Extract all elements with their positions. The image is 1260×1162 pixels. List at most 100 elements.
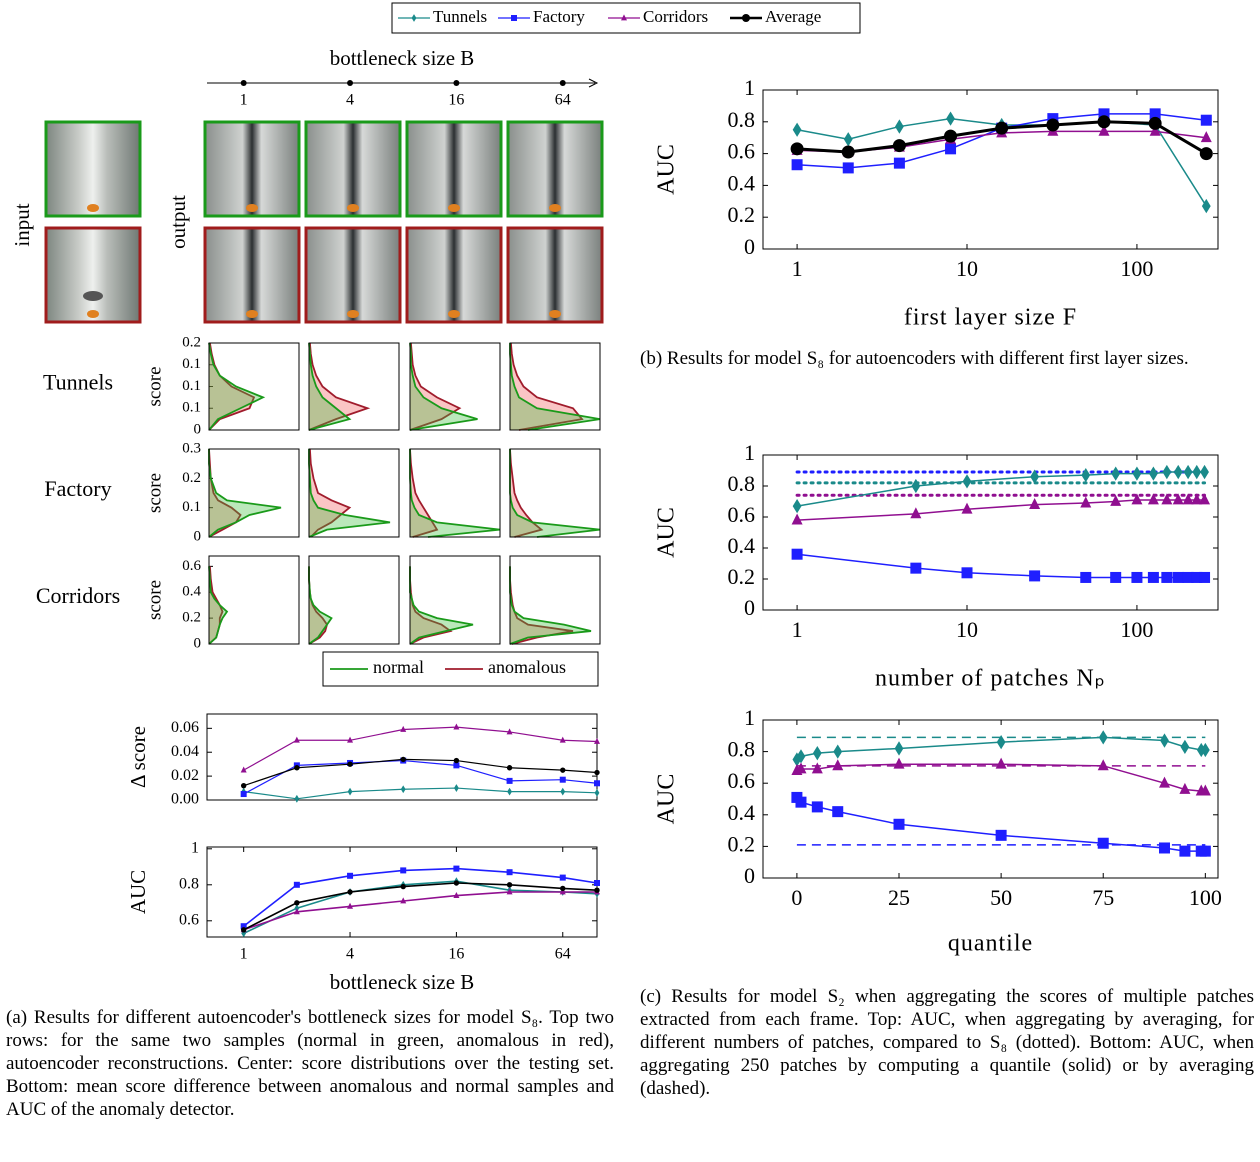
density-line bbox=[208, 342, 266, 431]
marker bbox=[400, 756, 406, 763]
marker bbox=[1183, 464, 1193, 480]
marker bbox=[1199, 845, 1211, 857]
series-line bbox=[243, 867, 598, 927]
y-tick-label: 1 bbox=[191, 839, 199, 856]
marker bbox=[1199, 493, 1211, 505]
marker bbox=[1199, 147, 1213, 161]
x-tick-label: 100 bbox=[1120, 617, 1153, 642]
row-label: Factory bbox=[44, 476, 111, 501]
marker bbox=[1110, 494, 1122, 506]
marker bbox=[294, 765, 300, 771]
y-tick-label: 0.2 bbox=[182, 610, 201, 626]
y-tick-label: 0.4 bbox=[728, 533, 756, 558]
series-line bbox=[797, 499, 1205, 521]
x-tick-label: 100 bbox=[1120, 256, 1153, 281]
marker bbox=[1046, 118, 1060, 132]
marker bbox=[1161, 571, 1173, 583]
marker bbox=[453, 784, 459, 792]
marker bbox=[511, 15, 517, 21]
row-label: Tunnels bbox=[43, 370, 113, 395]
marker bbox=[795, 762, 807, 774]
y-tick-label: 0.6 bbox=[182, 558, 201, 574]
marker bbox=[996, 734, 1006, 750]
plot-frame bbox=[208, 555, 300, 645]
series-line bbox=[797, 553, 1205, 579]
x-tick-label: 10 bbox=[956, 256, 978, 281]
marker bbox=[1148, 116, 1162, 130]
marker bbox=[1149, 124, 1161, 136]
density-fill bbox=[410, 449, 437, 537]
marker bbox=[1161, 493, 1173, 505]
y-tick-label: 0 bbox=[194, 528, 202, 544]
image-detail bbox=[448, 204, 460, 212]
y-tick-label: 0.2 bbox=[728, 564, 756, 589]
plot-frame bbox=[762, 719, 1219, 879]
marker bbox=[961, 502, 973, 514]
marker bbox=[560, 885, 566, 892]
plot-frame bbox=[509, 555, 601, 645]
marker bbox=[453, 892, 460, 898]
y-tick-label: 0.6 bbox=[179, 911, 199, 928]
y-tick-label: 0.4 bbox=[728, 800, 756, 825]
y-tick-label: 0.00 bbox=[171, 791, 199, 808]
marker bbox=[893, 818, 905, 830]
y-tick-label: 0.8 bbox=[179, 875, 199, 892]
marker bbox=[1029, 570, 1041, 582]
density-fill bbox=[309, 566, 327, 644]
marker bbox=[1158, 842, 1170, 854]
image-detail bbox=[246, 204, 258, 212]
marker bbox=[453, 762, 460, 769]
image-detail bbox=[448, 310, 460, 318]
marker bbox=[1131, 571, 1143, 583]
output-image bbox=[304, 226, 402, 324]
density-fill bbox=[309, 343, 368, 430]
axis-tick-label: 16 bbox=[448, 92, 464, 109]
density-fill bbox=[410, 343, 460, 430]
marker bbox=[910, 507, 922, 519]
marker bbox=[796, 749, 806, 764]
marker bbox=[812, 746, 822, 761]
marker bbox=[1192, 464, 1202, 480]
plot-frame bbox=[509, 448, 601, 538]
marker bbox=[347, 889, 353, 895]
marker bbox=[1081, 468, 1091, 483]
series-line bbox=[243, 759, 598, 795]
y-axis-label: AUC bbox=[126, 870, 150, 914]
x-tick-label: 1 bbox=[792, 256, 803, 281]
marker bbox=[560, 787, 566, 796]
marker bbox=[911, 478, 921, 494]
caption-a: (a) Results for different autoencoder's … bbox=[6, 1007, 614, 1120]
image-detail bbox=[83, 291, 103, 301]
legend-label: Tunnels bbox=[433, 7, 487, 26]
marker bbox=[506, 765, 513, 771]
marker bbox=[506, 869, 513, 876]
marker bbox=[594, 880, 600, 886]
density-line bbox=[308, 566, 333, 645]
density-fill bbox=[510, 566, 591, 644]
marker bbox=[1200, 131, 1212, 143]
marker bbox=[453, 757, 460, 764]
legend-label: anomalous bbox=[488, 657, 566, 677]
marker bbox=[944, 129, 958, 143]
marker bbox=[347, 902, 354, 909]
density-line bbox=[509, 448, 544, 538]
marker bbox=[240, 766, 247, 773]
marker bbox=[506, 882, 513, 888]
marker bbox=[559, 736, 566, 743]
marker bbox=[347, 736, 354, 743]
output-label: output bbox=[166, 195, 190, 249]
marker bbox=[1158, 776, 1170, 788]
marker bbox=[842, 162, 854, 174]
marker bbox=[594, 780, 600, 787]
marker bbox=[1162, 464, 1172, 480]
marker bbox=[945, 143, 957, 155]
marker bbox=[1097, 759, 1109, 771]
plot-frame bbox=[409, 342, 501, 431]
plot-frame bbox=[208, 448, 300, 538]
marker bbox=[1131, 493, 1143, 505]
legend-label: Average bbox=[765, 7, 821, 26]
axis-tick bbox=[347, 80, 354, 86]
marker bbox=[400, 725, 407, 732]
axis-tick bbox=[559, 80, 566, 86]
